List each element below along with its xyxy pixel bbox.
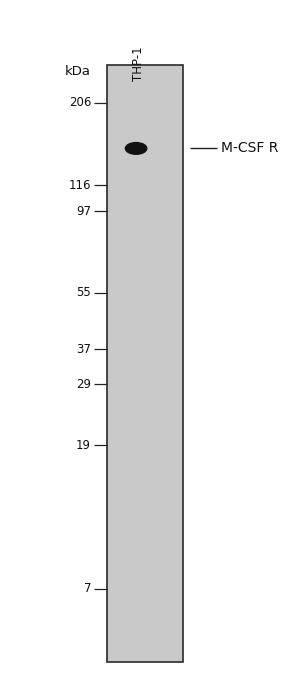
Bar xyxy=(107,65,183,662)
Text: M-CSF R: M-CSF R xyxy=(221,141,279,156)
Ellipse shape xyxy=(125,142,147,155)
Text: 116: 116 xyxy=(69,179,91,192)
Text: kDa: kDa xyxy=(65,65,91,78)
Text: 55: 55 xyxy=(76,286,91,299)
Text: 7: 7 xyxy=(83,582,91,595)
Text: 29: 29 xyxy=(76,378,91,391)
Text: THP-1: THP-1 xyxy=(132,47,145,81)
Text: 19: 19 xyxy=(76,438,91,451)
Text: 37: 37 xyxy=(76,343,91,356)
Text: 206: 206 xyxy=(69,96,91,109)
Text: 97: 97 xyxy=(76,204,91,217)
